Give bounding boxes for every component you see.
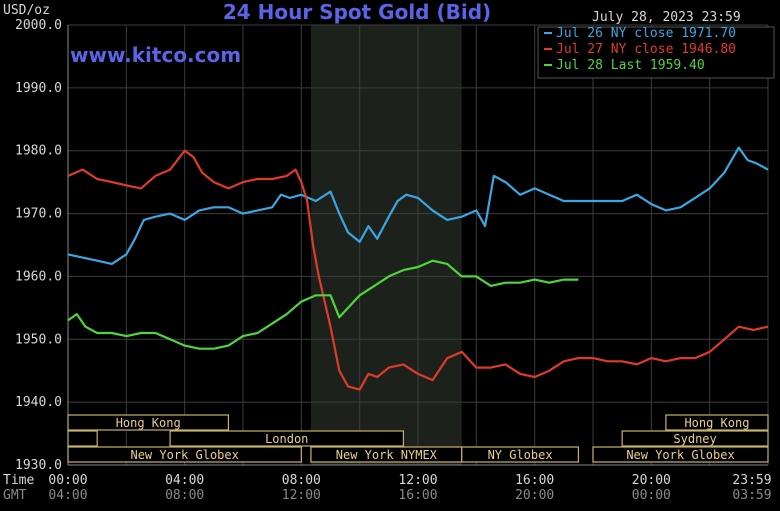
- session-bar: [665, 414, 769, 431]
- y-tick-label: 1960.0: [15, 269, 62, 284]
- x-tick-gmt-label: 16:00: [398, 488, 437, 503]
- series-line: [67, 259, 579, 350]
- series-line: [67, 149, 769, 391]
- session-label: New York Globex: [130, 448, 238, 462]
- x-axis-gmt-label: GMT: [3, 488, 27, 503]
- market-sessions: Hong Kong Hong Kong London Sydney New York G…: [67, 414, 769, 463]
- chart-title: 24 Hour Spot Gold (Bid): [223, 0, 491, 24]
- x-tick-label: 00:00: [48, 473, 87, 488]
- session-bar: [461, 446, 580, 463]
- legend-entry: Jul 28 Last 1959.40: [556, 58, 705, 73]
- y-tick-label: 1990.0: [15, 81, 62, 96]
- session-label: Hong Kong: [116, 416, 181, 430]
- legend-entry: Jul 26 NY close 1971.70: [556, 26, 736, 41]
- session-label: London: [265, 432, 308, 446]
- session-bar: [621, 430, 769, 447]
- series-lines: [67, 146, 769, 391]
- session-label: NY Globex: [488, 448, 553, 462]
- session-label: Hong Kong: [684, 416, 749, 430]
- session-label: Sydney: [673, 432, 716, 446]
- x-tick-gmt-label: 00:00: [632, 488, 671, 503]
- session-bar: [67, 414, 230, 431]
- nymex-session-highlight: [310, 25, 462, 465]
- x-tick-label: 08:00: [282, 473, 321, 488]
- legend-entry: Jul 27 NY close 1946.80: [556, 42, 736, 57]
- y-tick-label: 1930.0: [15, 458, 62, 473]
- x-tick-label: 23:59: [732, 473, 771, 488]
- session-label: New York NYMEX: [336, 448, 438, 462]
- y-tick-label: 1940.0: [15, 395, 62, 410]
- chart-datetime: July 28, 2023 23:59: [592, 10, 741, 25]
- series-line: [67, 146, 769, 265]
- x-tick-label: 12:00: [398, 473, 437, 488]
- x-tick-gmt-label: 20:00: [515, 488, 554, 503]
- y-tick-label: 1980.0: [15, 144, 62, 159]
- session-bar: [67, 446, 302, 463]
- y-axis-label: USD/oz: [3, 3, 50, 18]
- x-tick-label: 04:00: [165, 473, 204, 488]
- session-bar: [169, 430, 405, 447]
- y-tick-label: 1950.0: [15, 332, 62, 347]
- x-axis-time-label: Time: [3, 473, 34, 488]
- x-tick-gmt-label: 12:00: [282, 488, 321, 503]
- x-tick-label: 20:00: [632, 473, 671, 488]
- session-label: New York Globex: [626, 448, 734, 462]
- y-axis: 2000.0 1990.0 1980.0 1970.0 1960.0 1950.0 1940…: [15, 18, 62, 473]
- x-tick-gmt-label: 03:59: [732, 488, 771, 503]
- session-bar: [592, 446, 769, 463]
- session-bar: [67, 430, 98, 447]
- y-tick-label: 1970.0: [15, 207, 62, 222]
- x-axis: 00:0004:0004:0008:0008:0012:0012:0016:00…: [48, 473, 771, 503]
- y-tick-label: 2000.0: [15, 18, 62, 33]
- x-tick-label: 16:00: [515, 473, 554, 488]
- x-tick-gmt-label: 08:00: [165, 488, 204, 503]
- x-tick-gmt-label: 04:00: [48, 488, 87, 503]
- kitco-watermark: www.kitco.com: [70, 43, 241, 67]
